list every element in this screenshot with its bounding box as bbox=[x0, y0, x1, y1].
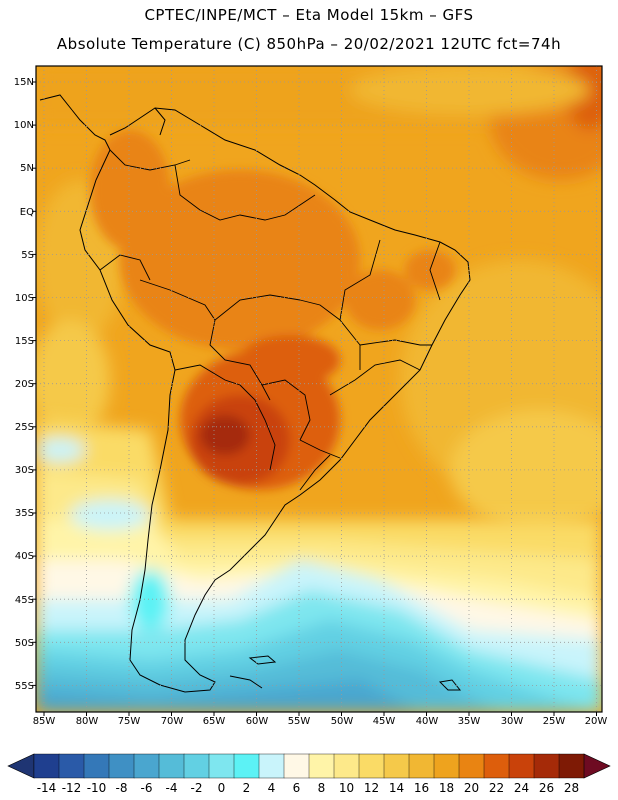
lat-label: 5S bbox=[21, 250, 34, 261]
lat-label: 50S bbox=[14, 638, 34, 649]
lon-label: 20W bbox=[584, 716, 608, 727]
colorbar-swatch bbox=[508, 753, 535, 779]
colorbar-swatch bbox=[258, 753, 285, 779]
colorbar-swatch bbox=[58, 753, 85, 779]
colorbar-swatch bbox=[183, 753, 210, 779]
lat-label: 45S bbox=[14, 595, 34, 606]
colorbar-label: 0 bbox=[217, 781, 226, 795]
colorbar-label: 18 bbox=[438, 781, 455, 795]
lat-label: 15N bbox=[13, 77, 34, 88]
lon-label: 30W bbox=[500, 716, 524, 727]
lat-label: 5N bbox=[20, 163, 34, 174]
colorbar-swatch bbox=[458, 753, 485, 779]
colorbar-swatch bbox=[408, 753, 435, 779]
lat-label: 25S bbox=[14, 422, 34, 433]
lon-label: 35W bbox=[457, 716, 481, 727]
map-title: CPTEC/INPE/MCT – Eta Model 15km – GFS bbox=[144, 6, 474, 24]
lat-label: 35S bbox=[14, 508, 34, 519]
colorbar-label: 14 bbox=[388, 781, 405, 795]
colorbar-swatch bbox=[383, 753, 410, 779]
colorbar-swatch bbox=[333, 753, 360, 779]
colorbar-label: -14 bbox=[36, 781, 57, 795]
lat-label: 15S bbox=[14, 336, 34, 347]
colorbar-swatch bbox=[533, 753, 560, 779]
colorbar-label: 8 bbox=[317, 781, 326, 795]
colorbar-label: 10 bbox=[338, 781, 355, 795]
lon-label: 40W bbox=[415, 716, 439, 727]
colorbar-swatch bbox=[108, 753, 135, 779]
colorbar-label: -12 bbox=[61, 781, 82, 795]
colorbar-label: 20 bbox=[463, 781, 480, 795]
lat-label: EQ bbox=[19, 207, 34, 218]
map-frame bbox=[35, 65, 603, 713]
colorbar-swatch bbox=[433, 753, 460, 779]
colorbar-label: 6 bbox=[292, 781, 301, 795]
temperature-field bbox=[36, 66, 602, 712]
colorbar-label: -4 bbox=[165, 781, 178, 795]
colorbar-swatch bbox=[33, 753, 60, 779]
lat-label: 40S bbox=[14, 551, 34, 562]
map-subtitle: Absolute Temperature (C) 850hPa – 20/02/… bbox=[56, 35, 562, 53]
colorbar-label: 24 bbox=[513, 781, 530, 795]
lon-label: 60W bbox=[245, 716, 269, 727]
lat-label: 20S bbox=[14, 379, 34, 390]
lon-label: 25W bbox=[542, 716, 566, 727]
lat-label: 55S bbox=[14, 681, 34, 692]
lon-label: 80W bbox=[75, 716, 99, 727]
colorbar-label: 26 bbox=[538, 781, 555, 795]
colorbar-label: 28 bbox=[563, 781, 580, 795]
colorbar-label: -10 bbox=[86, 781, 107, 795]
colorbar-label: 16 bbox=[413, 781, 430, 795]
country-borders bbox=[99, 149, 441, 491]
colorbar-label: -2 bbox=[190, 781, 203, 795]
colorbar-label: -8 bbox=[115, 781, 128, 795]
lon-label: 45W bbox=[372, 716, 396, 727]
colorbar-swatch bbox=[158, 753, 185, 779]
lon-label: 85W bbox=[32, 716, 56, 727]
coastlines bbox=[39, 94, 471, 693]
colorbar-swatch bbox=[233, 753, 260, 779]
lon-label: 65W bbox=[202, 716, 226, 727]
colorbar-label: -6 bbox=[140, 781, 153, 795]
lon-label: 75W bbox=[117, 716, 141, 727]
colorbar-swatch bbox=[283, 753, 310, 779]
lat-label: 30S bbox=[14, 465, 34, 476]
colorbar-label: 12 bbox=[363, 781, 380, 795]
colorbar-swatch bbox=[83, 753, 110, 779]
colorbar-high-arrow bbox=[583, 753, 611, 779]
lat-label: 10N bbox=[13, 120, 34, 131]
colorbar-swatch bbox=[558, 753, 585, 779]
axis-ticks bbox=[32, 81, 597, 716]
colorbar-low-arrow bbox=[7, 753, 35, 779]
colorbar-swatch bbox=[133, 753, 160, 779]
colorbar-swatch bbox=[358, 753, 385, 779]
colorbar bbox=[7, 753, 611, 779]
colorbar-label: 22 bbox=[488, 781, 505, 795]
colorbar-swatch bbox=[208, 753, 235, 779]
lon-label: 55W bbox=[287, 716, 311, 727]
lon-label: 50W bbox=[330, 716, 354, 727]
colorbar-label: 4 bbox=[267, 781, 276, 795]
colorbar-swatch bbox=[483, 753, 510, 779]
colorbar-label: 2 bbox=[242, 781, 251, 795]
lat-label: 10S bbox=[14, 293, 34, 304]
lon-label: 70W bbox=[160, 716, 184, 727]
colorbar-swatch bbox=[308, 753, 335, 779]
